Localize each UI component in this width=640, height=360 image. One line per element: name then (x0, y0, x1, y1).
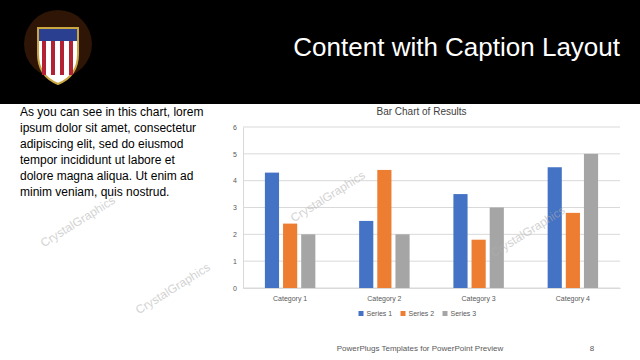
bar (395, 234, 409, 288)
bar (566, 213, 580, 288)
x-tick: Category 1 (273, 288, 307, 303)
legend-swatch (359, 311, 364, 316)
x-tick: Category 3 (462, 288, 496, 303)
emblem-shield (38, 28, 78, 84)
caption-line: dolore magna aliqua. Ut enim ad (20, 169, 193, 183)
bar (265, 173, 279, 288)
bars (265, 154, 598, 288)
y-tick-label: 6 (233, 124, 237, 131)
legend-item: Series 1 (359, 310, 393, 317)
legend-swatch (401, 311, 406, 316)
bar (472, 240, 486, 288)
x-tick-label: Category 1 (273, 295, 307, 303)
caption-line: adipiscing elit, sed do eiusmod (20, 137, 183, 151)
y-tick: 4 (233, 177, 243, 184)
bar (301, 234, 315, 288)
bar (453, 194, 467, 288)
watermark: CrystalGraphics (38, 193, 118, 250)
caption-line: As you can see in this chart, lorem (20, 105, 203, 119)
legend-label: Series 2 (409, 310, 435, 317)
watermark: CrystalGraphics (488, 203, 568, 260)
slide-title: Content with Caption Layout (293, 32, 620, 62)
y-tick: 6 (233, 124, 243, 131)
slide: Content with Caption Layout As you can se… (0, 0, 640, 360)
watermarks: CrystalGraphics CrystalGraphics CrystalGra… (38, 168, 568, 317)
footer: PowerPlugs Templates for PowerPoint Prev… (337, 344, 504, 353)
emblem (24, 10, 92, 84)
legend-swatch (443, 311, 448, 316)
y-tick: 0 (233, 285, 243, 292)
bar-series (265, 167, 562, 288)
emblem-stripe (60, 41, 64, 75)
emblem-stripe (69, 41, 73, 75)
y-tick: 5 (233, 151, 243, 158)
grid-line (243, 153, 620, 154)
bar-series (301, 154, 598, 288)
y-tick: 3 (233, 204, 243, 211)
watermark: CrystalGraphics (133, 260, 213, 317)
legend-label: Series 3 (451, 310, 477, 317)
grid-line (243, 288, 620, 289)
emblem-chief (39, 29, 77, 41)
grid-line (243, 261, 620, 262)
emblem-stripe (51, 41, 55, 75)
x-tick: Category 4 (556, 288, 590, 303)
y-axis-line (243, 128, 244, 289)
grid-line (243, 127, 620, 128)
y-tick-label: 3 (233, 204, 237, 211)
chart-title: Bar Chart of Results (376, 106, 466, 117)
y-tick-label: 4 (233, 177, 237, 184)
bar (283, 224, 297, 288)
grid-line (243, 180, 620, 181)
caption-line: minim veniam, quis nostrud. (20, 185, 169, 199)
y-tick-label: 5 (233, 151, 237, 158)
caption-line: tempor incididunt ut labore et (20, 153, 175, 167)
y-tick-label: 2 (233, 231, 237, 238)
y-tick-label: 1 (233, 258, 237, 265)
caption-line: ipsum dolor sit amet, consectetur (20, 121, 196, 135)
y-axis: 0 1 2 3 4 5 6 (233, 124, 243, 292)
x-tick-label: Category 2 (367, 295, 401, 303)
header-band (0, 0, 640, 104)
x-tick-label: Category 3 (462, 295, 496, 303)
page-number: 8 (590, 344, 595, 353)
x-axis: Category 1 Category 2 Category 3 Category 4 (244, 288, 621, 303)
caption: As you can see in this chart, lorem ipsum… (20, 105, 203, 199)
legend-item: Series 2 (401, 310, 435, 317)
bar (377, 170, 391, 288)
x-tick-label: Category 4 (556, 295, 590, 303)
y-tick: 2 (233, 231, 243, 238)
emblem-stripe (42, 41, 46, 75)
grid-line (243, 234, 620, 235)
y-tick-label: 0 (233, 285, 237, 292)
x-tick: Category 2 (367, 288, 401, 303)
bar (548, 167, 562, 288)
y-tick: 1 (233, 258, 243, 265)
grid (243, 127, 620, 288)
watermark: CrystalGraphics (288, 168, 368, 225)
legend: Series 1 Series 2 Series 3 (359, 310, 477, 317)
x-axis-line (244, 288, 621, 289)
bar (359, 221, 373, 288)
legend-item: Series 3 (443, 310, 477, 317)
legend-label: Series 1 (367, 310, 393, 317)
bar (584, 154, 598, 288)
